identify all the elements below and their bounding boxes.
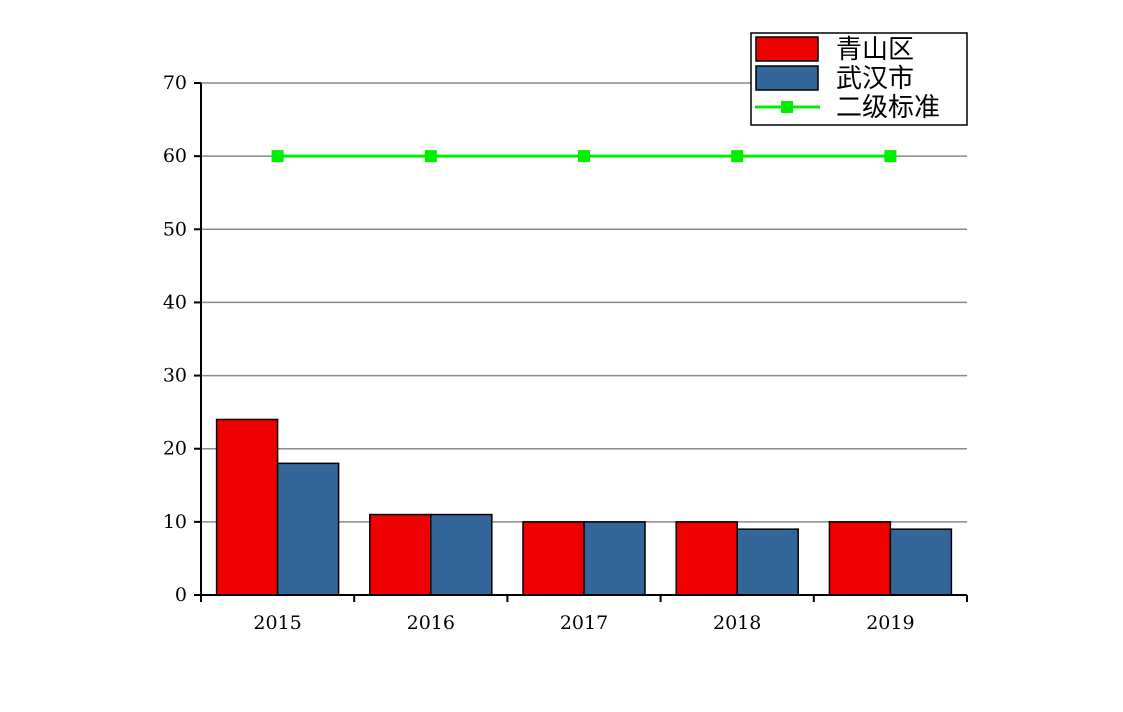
legend-label-1: 武汉市 bbox=[836, 64, 914, 94]
y-tick-label-10: 10 bbox=[163, 511, 187, 533]
bar-qingshan-2018 bbox=[675, 521, 738, 596]
bar-wuhan-2019 bbox=[889, 528, 953, 596]
bar-qingshan-2015 bbox=[215, 418, 279, 596]
gridlines bbox=[201, 82, 967, 523]
y-tick-label-0: 0 bbox=[175, 584, 187, 606]
legend-marker-swatch bbox=[781, 101, 793, 113]
standard-line bbox=[271, 150, 897, 163]
axes bbox=[194, 82, 968, 602]
x-tick-label-2018: 2018 bbox=[713, 612, 761, 634]
legend-label-2: 二级标准 bbox=[836, 93, 940, 123]
y-tick-label-40: 40 bbox=[163, 291, 187, 313]
y-tick-label-50: 50 bbox=[163, 218, 187, 240]
y-tick-label-30: 30 bbox=[163, 365, 187, 387]
bar-qingshan-2019 bbox=[828, 521, 892, 596]
standard-marker-2017 bbox=[578, 150, 590, 163]
standard-marker-2018 bbox=[731, 150, 744, 163]
y-tick-labels: 0 10 20 30 40 50 60 70 bbox=[163, 72, 187, 606]
legend-label-0: 青山区 bbox=[836, 35, 914, 65]
standard-marker-2019 bbox=[884, 150, 897, 163]
bar-wuhan-2015 bbox=[276, 462, 340, 596]
bar-wuhan-2017 bbox=[583, 521, 646, 596]
standard-marker-2016 bbox=[424, 150, 437, 163]
x-tick-label-2017: 2017 bbox=[560, 612, 608, 634]
bar-qingshan-2016 bbox=[369, 513, 432, 596]
x-tick-label-2016: 2016 bbox=[407, 612, 455, 634]
y-tick-label-60: 60 bbox=[163, 145, 187, 167]
standard-marker-2015 bbox=[271, 150, 284, 163]
y-tick-label-70: 70 bbox=[163, 72, 187, 94]
bars bbox=[215, 418, 953, 596]
y-tick-label-20: 20 bbox=[163, 438, 187, 460]
x-tick-label-2019: 2019 bbox=[866, 612, 914, 634]
x-tick-labels: 2015 2016 2017 2018 2019 bbox=[253, 612, 914, 634]
legend-swatch-1 bbox=[755, 65, 819, 91]
bar-wuhan-2018 bbox=[736, 528, 799, 596]
x-tick-label-2015: 2015 bbox=[253, 612, 301, 634]
legend-swatch-0 bbox=[755, 36, 819, 62]
bar-qingshan-2017 bbox=[522, 521, 585, 596]
bar-wuhan-2016 bbox=[430, 513, 493, 596]
